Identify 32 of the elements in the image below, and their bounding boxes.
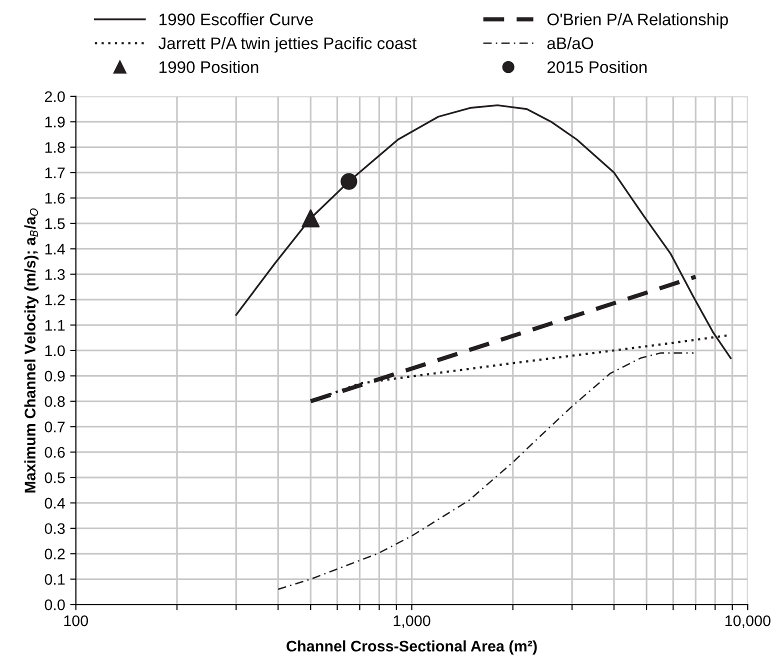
y-tick-label: 1.9 xyxy=(45,116,65,128)
y-tick-label: 0.6 xyxy=(44,446,65,458)
y-tick-label: 1.6 xyxy=(45,192,65,204)
legend-label: 1990 Escoffier Curve xyxy=(160,13,313,26)
legend-label: 1990 Position xyxy=(160,60,258,74)
y-tick-label: 1.8 xyxy=(45,142,65,153)
y-tick-label: 0.8 xyxy=(44,396,65,407)
x-axis-title: Channel Cross-Sectional Area (m²) xyxy=(286,640,537,655)
y-tick-label: 0.4 xyxy=(44,498,65,509)
y-tick-label: 1.7 xyxy=(45,168,65,178)
y-tick-label: 1.1 xyxy=(45,320,65,331)
y-axis-title: Maximum Channel Velocity (m/s); a$_{B}$/a$_{O}$ xyxy=(24,208,39,493)
y-tick-label: 0.0 xyxy=(44,599,65,610)
y-tick-label: 0.5 xyxy=(44,472,65,484)
y-tick-label: 0.3 xyxy=(44,523,65,534)
y-tick-label: 1.2 xyxy=(45,294,65,306)
y-tick-label: 0.2 xyxy=(44,548,65,560)
y-tick-label: 1.4 xyxy=(45,244,65,254)
x-tick-label: 10,000 xyxy=(725,615,770,628)
y-tick-label: 1.5 xyxy=(45,218,65,230)
legend-label: 2015 Position xyxy=(547,60,647,74)
legend-label: O'Brien P/A Relationship xyxy=(547,13,728,29)
y-tick-label: 0.9 xyxy=(44,370,65,382)
legend-label: aB/aO xyxy=(547,36,594,50)
x-tick-label: 1,000 xyxy=(394,615,430,628)
y-tick-label: 0.1 xyxy=(44,574,65,585)
y-tick-label: 0.7 xyxy=(44,422,65,432)
y-tick-label: 1.3 xyxy=(45,269,65,280)
y-tick-label: 1.0 xyxy=(45,345,65,356)
y-tick-label: 2.0 xyxy=(44,91,65,102)
legend-label: Jarrett P/A twin jetties Pacific coast xyxy=(158,36,417,52)
x-tick-label: 100 xyxy=(64,615,88,626)
